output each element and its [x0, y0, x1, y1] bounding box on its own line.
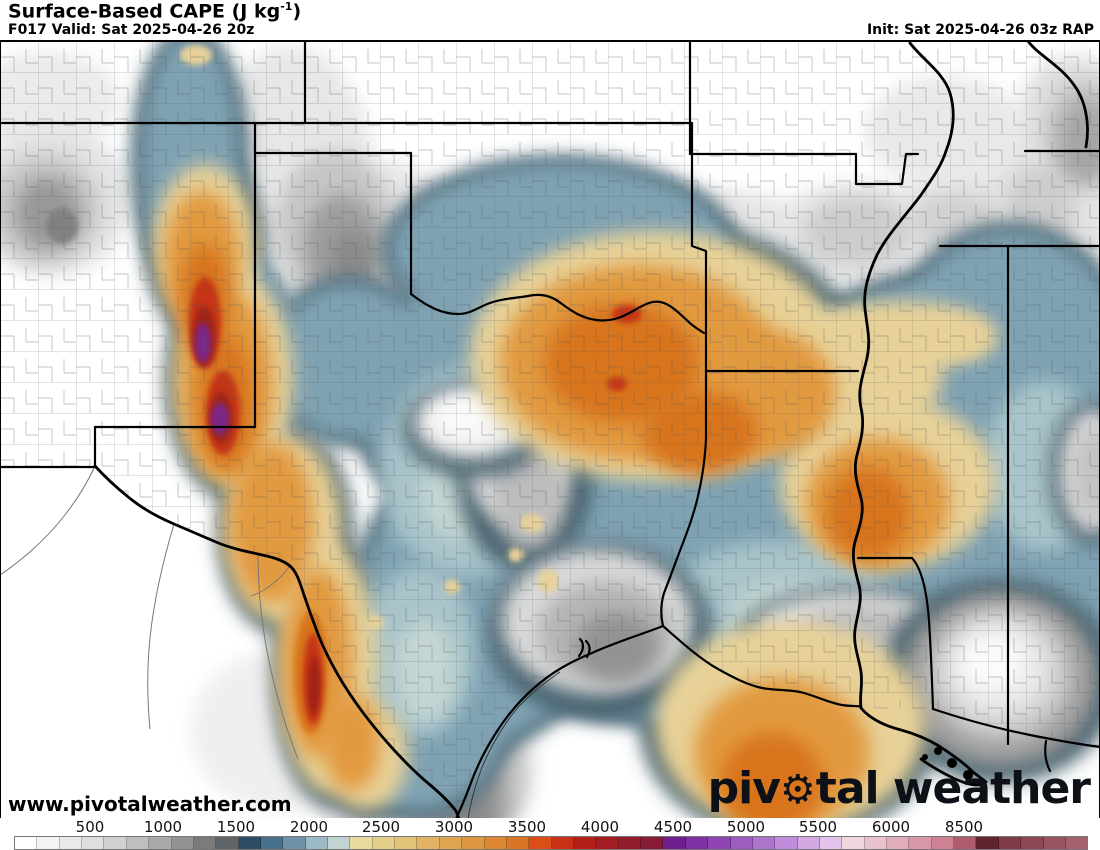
colorbar-cell — [59, 837, 83, 849]
colorbar-cell — [216, 837, 239, 849]
colorbar-tick-label: 8500 — [944, 818, 984, 836]
colorbar-cell — [819, 837, 843, 849]
pivotal-weather-logo: piv⚙tal weather — [707, 763, 1091, 814]
colorbar-cell — [104, 837, 127, 849]
colorbar-tick-label: 3500 — [507, 818, 547, 836]
colorbar-cell — [82, 837, 105, 849]
colorbar-cell — [238, 837, 261, 849]
colorbar-cell — [462, 837, 485, 849]
colorbar-cell — [551, 837, 574, 849]
colorbar-cell — [976, 837, 999, 849]
colorbar-cell — [641, 837, 664, 849]
colorbar-cell — [283, 837, 306, 849]
colorbar-tick-label: 2500 — [361, 818, 401, 836]
colorbar-cell — [618, 837, 642, 849]
colorbar-tick-label: 2000 — [289, 818, 329, 836]
colorbar-cell — [126, 837, 150, 849]
colorbar-cell — [1043, 837, 1066, 849]
colorbar-cell — [305, 837, 329, 849]
colorbar-cell — [193, 837, 217, 849]
colorbar-cell — [998, 837, 1022, 849]
header: Surface-Based CAPE (J kg-1) F017 Valid: … — [0, 0, 1100, 40]
colorbar-cell — [954, 837, 977, 849]
colorbar-tick-label: 1500 — [216, 818, 256, 836]
colorbar-cell — [372, 837, 396, 849]
colorbar — [14, 836, 1088, 850]
colorbar-cell — [328, 837, 351, 849]
colorbar-labels: 500 1000 1500 2000 2500 3000 3500 4000 4500 5000 5… — [0, 818, 1100, 836]
colorbar-cell — [797, 837, 820, 849]
colorbar-cell — [842, 837, 865, 849]
colorbar-cell — [1021, 837, 1044, 849]
cape-map[interactable]: www.pivotalweather.com piv⚙tal weather — [0, 40, 1100, 819]
colorbar-cell — [37, 837, 60, 849]
valid-time-label: F017 Valid: Sat 2025-04-26 20z — [8, 22, 255, 38]
colorbar-cell — [685, 837, 709, 849]
colorbar-cell — [484, 837, 507, 849]
gear-icon: ⚙ — [779, 767, 816, 813]
colorbar-cell — [708, 837, 731, 849]
colorbar-cell — [752, 837, 776, 849]
map-canvas — [0, 41, 1100, 819]
colorbar-tick-label: 1000 — [143, 818, 183, 836]
colorbar-cell — [931, 837, 955, 849]
watermark-url: www.pivotalweather.com — [8, 792, 292, 816]
init-time-label: Init: Sat 2025-04-26 03z RAP — [866, 22, 1094, 38]
colorbar-cell — [15, 837, 38, 849]
colorbar-cell — [149, 837, 172, 849]
colorbar-tick-label: 4000 — [580, 818, 620, 836]
colorbar-tick-label: 4500 — [653, 818, 693, 836]
colorbar-cell — [864, 837, 888, 849]
colorbar-cell — [260, 837, 284, 849]
colorbar-cell — [909, 837, 932, 849]
colorbar-cell — [596, 837, 619, 849]
colorbar-tick-label: 500 — [75, 818, 105, 836]
colorbar-tick-label: 5500 — [798, 818, 838, 836]
title-superscript: -1 — [280, 0, 293, 13]
colorbar-tick-label: 3000 — [434, 818, 474, 836]
colorbar-cell — [506, 837, 530, 849]
page-title: Surface-Based CAPE (J kg-1) — [8, 0, 302, 23]
colorbar-cell — [439, 837, 463, 849]
colorbar-cell — [573, 837, 597, 849]
colorbar-cell — [350, 837, 373, 849]
colorbar-cell — [1065, 837, 1088, 849]
colorbar-cell — [417, 837, 440, 849]
colorbar-cell — [775, 837, 798, 849]
colorbar-cell — [730, 837, 753, 849]
colorbar-cell — [663, 837, 686, 849]
colorbar-cell — [887, 837, 910, 849]
colorbar-tick-label: 5000 — [726, 818, 766, 836]
colorbar-cell — [395, 837, 418, 849]
colorbar-tick-label: 6000 — [871, 818, 911, 836]
colorbar-cell — [529, 837, 552, 849]
colorbar-cell — [171, 837, 194, 849]
